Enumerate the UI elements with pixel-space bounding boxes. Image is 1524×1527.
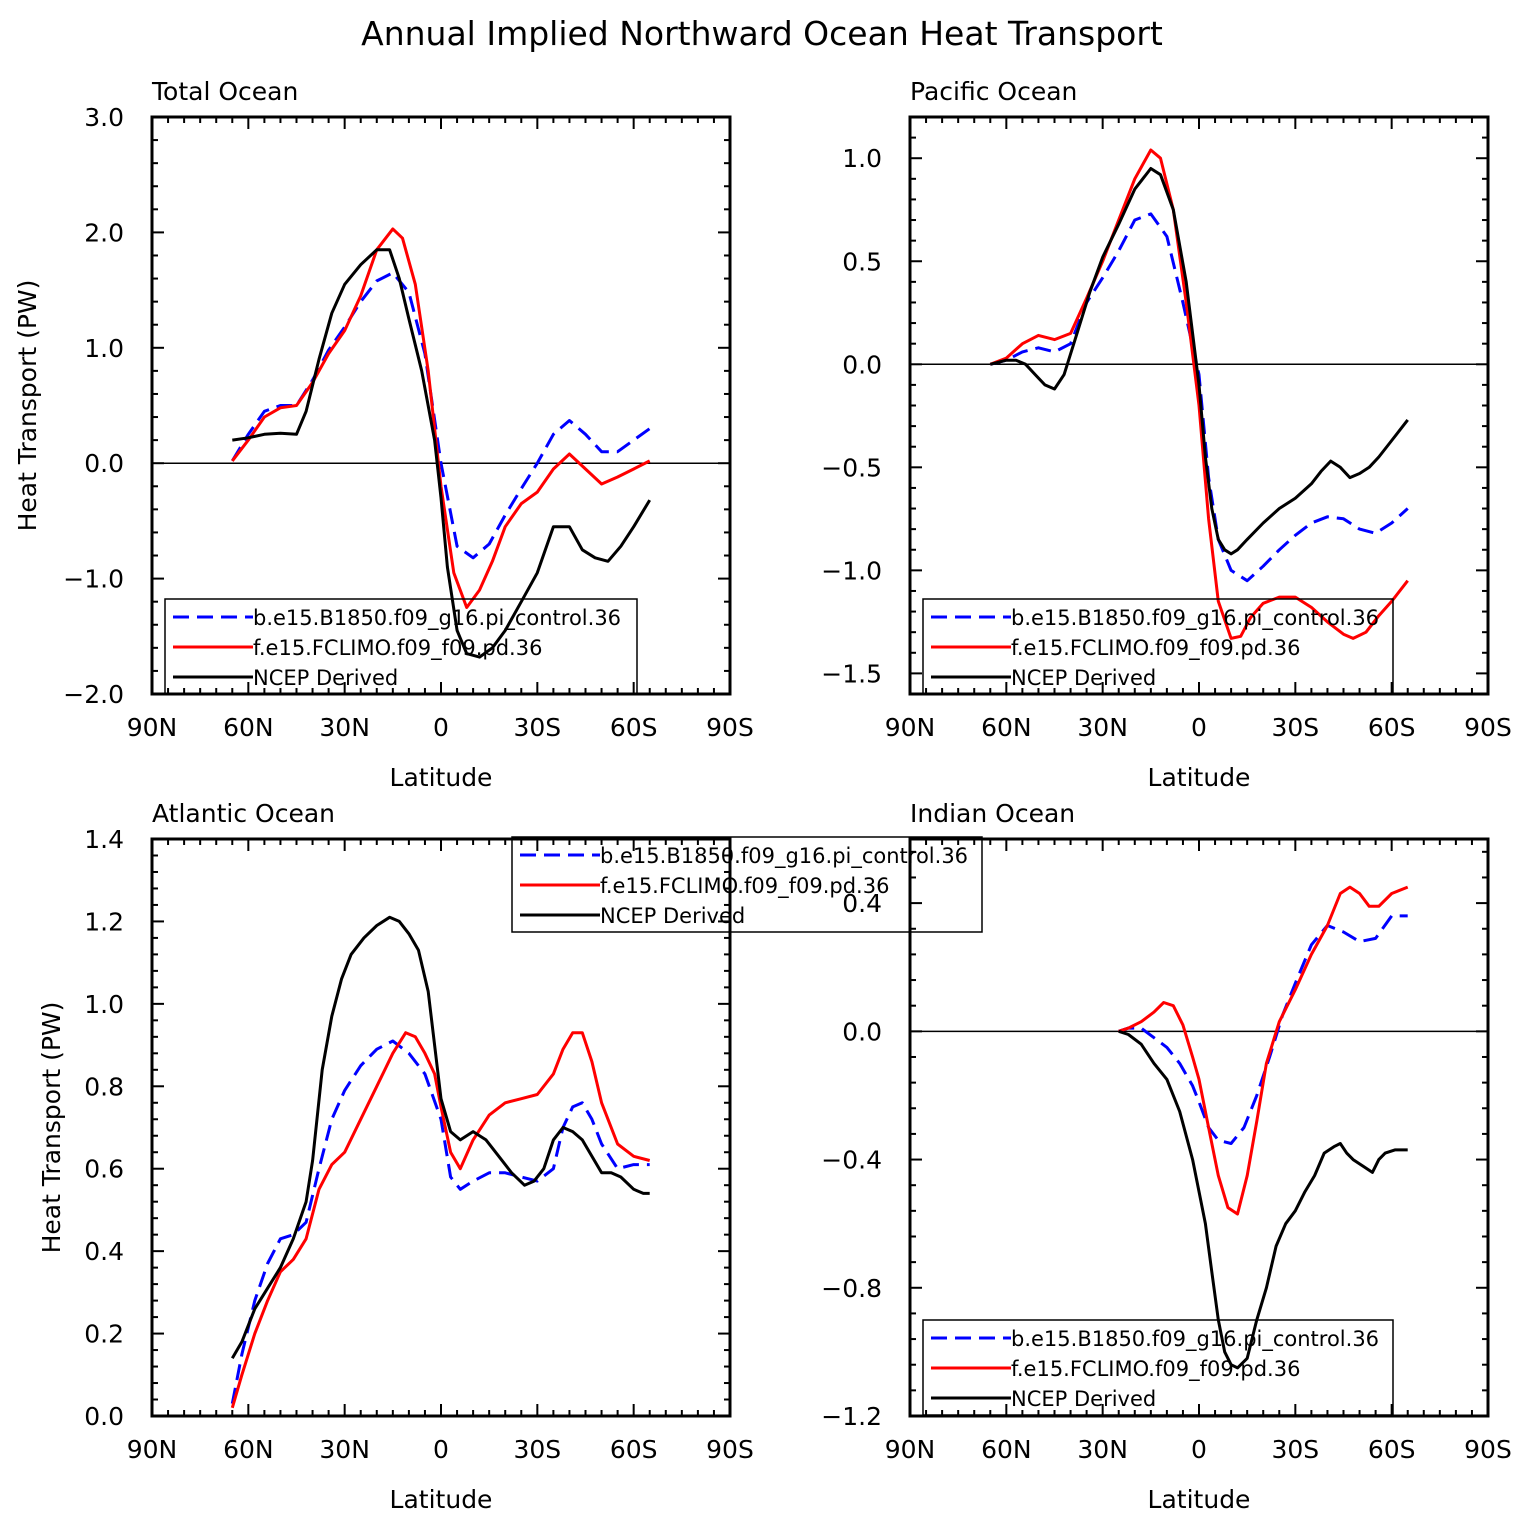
- x-axis-label: Latitude: [1148, 763, 1251, 792]
- series-line-2: [232, 248, 651, 659]
- panel-title: Pacific Ocean: [910, 77, 1077, 106]
- x-tick-label: 60S: [1368, 713, 1416, 742]
- panel-title: Indian Ocean: [910, 799, 1075, 828]
- y-tick-label: 0.0: [842, 350, 882, 379]
- series-line-2: [231, 915, 650, 1360]
- x-tick-label: 90S: [1464, 1435, 1512, 1464]
- legend-label-0: b.e15.B1850.f09_g16.pi_control.36: [600, 844, 968, 869]
- y-tick-label: 0.0: [842, 1017, 882, 1046]
- x-tick-label: 90N: [127, 1435, 178, 1464]
- y-tick-label: 1.2: [84, 907, 124, 936]
- chart-panel-0: Total Ocean 90N 60N 30N 0 30S 60S 90S −2.0 −1.0 0.…: [13, 77, 754, 792]
- x-tick-label: 60S: [1368, 1435, 1416, 1464]
- y-axis-label: Heat Transport (PW): [13, 280, 42, 532]
- y-tick-label: 3.0: [84, 103, 124, 132]
- x-tick-label: 90N: [885, 1435, 936, 1464]
- legend-label-2: NCEP Derived: [1011, 666, 1156, 690]
- y-tick-label: −0.8: [821, 1274, 882, 1303]
- legend-label-0: b.e15.B1850.f09_g16.pi_control.36: [253, 606, 621, 631]
- y-tick-label: 0.6: [84, 1155, 124, 1184]
- series-line-0: [230, 1039, 650, 1404]
- y-axis-label: Heat Transport (PW): [37, 1002, 66, 1254]
- legend-label-2: NCEP Derived: [600, 904, 745, 928]
- x-tick-label: 60N: [981, 1435, 1032, 1464]
- x-tick-label: 30S: [513, 1435, 561, 1464]
- x-tick-label: 0: [1191, 713, 1207, 742]
- y-tick-label: 0.4: [84, 1237, 124, 1266]
- y-tick-label: −1.0: [821, 556, 882, 585]
- legend-label-2: NCEP Derived: [253, 666, 398, 690]
- x-tick-label: 60N: [223, 713, 274, 742]
- x-tick-label: 0: [1191, 1435, 1207, 1464]
- legend-label-0: b.e15.B1850.f09_g16.pi_control.36: [1011, 606, 1379, 631]
- y-tick-label: 0.5: [842, 247, 882, 276]
- x-tick-label: 90S: [1464, 713, 1512, 742]
- legend-box: [164, 598, 638, 695]
- legend-label-1: f.e15.FCLIMO.f09_f09.pd.36: [600, 874, 889, 899]
- x-tick-label: 90N: [127, 713, 178, 742]
- chart-panel-2: Atlantic Ocean 90N 60N 30N 0 30S 60S 90S 0.0 0.2 0…: [37, 799, 983, 1514]
- series-line-1: [1118, 885, 1409, 1216]
- x-tick-label: 90S: [706, 1435, 754, 1464]
- figure-title: Annual Implied Northward Ocean Heat Tran…: [361, 14, 1163, 53]
- x-tick-label: 30N: [319, 1435, 370, 1464]
- y-tick-label: 2.0: [84, 218, 124, 247]
- x-tick-label: 0: [433, 1435, 449, 1464]
- y-tick-label: −2.0: [63, 680, 124, 709]
- y-tick-label: −1.2: [821, 1402, 882, 1431]
- y-tick-label: 0.0: [84, 449, 124, 478]
- legend-box: [922, 1319, 1394, 1416]
- x-axis-label: Latitude: [390, 1485, 493, 1514]
- legend-box: [922, 598, 1394, 695]
- x-tick-label: 30S: [1271, 1435, 1319, 1464]
- panel-title: Atlantic Ocean: [152, 799, 335, 828]
- y-tick-label: 0.8: [84, 1072, 124, 1101]
- y-tick-label: −1.0: [63, 565, 124, 594]
- x-tick-label: 60S: [610, 713, 658, 742]
- legend-label-1: f.e15.FCLIMO.f09_f09.pd.36: [253, 636, 542, 661]
- x-tick-label: 30N: [1077, 1435, 1128, 1464]
- legend-label-0: b.e15.B1850.f09_g16.pi_control.36: [1011, 1327, 1379, 1352]
- y-tick-label: 0.2: [84, 1320, 124, 1349]
- x-tick-label: 60N: [981, 713, 1032, 742]
- y-tick-label: −0.4: [821, 1146, 882, 1175]
- legend-label-1: f.e15.FCLIMO.f09_f09.pd.36: [1011, 636, 1300, 661]
- x-tick-label: 90N: [885, 713, 936, 742]
- x-tick-label: 30S: [513, 713, 561, 742]
- y-tick-label: 1.0: [842, 144, 882, 173]
- y-tick-label: −0.5: [821, 453, 882, 482]
- series-line-2: [989, 167, 1409, 556]
- y-tick-label: 0.0: [84, 1402, 124, 1431]
- legend-box: [511, 836, 983, 933]
- series-line-1: [230, 1031, 651, 1409]
- chart-panel-3: Indian Ocean 90N 60N 30N 0 30S 60S 90S −1.2 −0.8 −…: [821, 799, 1512, 1514]
- x-tick-label: 90S: [706, 713, 754, 742]
- legend-label-1: f.e15.FCLIMO.f09_f09.pd.36: [1011, 1357, 1300, 1382]
- legend-label-2: NCEP Derived: [1011, 1387, 1156, 1411]
- x-axis-label: Latitude: [390, 763, 493, 792]
- y-tick-label: −1.5: [821, 659, 882, 688]
- x-tick-label: 60S: [610, 1435, 658, 1464]
- x-axis-label: Latitude: [1148, 1485, 1251, 1514]
- y-tick-label: 0.4: [842, 889, 882, 918]
- chart-panel-1: Pacific Ocean 90N 60N 30N 0 30S 60S 90S −1.5 −1.0…: [821, 77, 1512, 792]
- y-tick-label: 1.0: [84, 334, 124, 363]
- x-tick-label: 30S: [1271, 713, 1319, 742]
- series-line-1: [989, 148, 1409, 640]
- x-tick-label: 30N: [319, 713, 370, 742]
- y-tick-label: 1.4: [84, 825, 124, 854]
- series-line-2: [1118, 1029, 1408, 1370]
- x-tick-label: 30N: [1077, 713, 1128, 742]
- y-tick-label: 1.0: [84, 990, 124, 1019]
- x-tick-label: 60N: [223, 1435, 274, 1464]
- x-tick-label: 0: [433, 713, 449, 742]
- series-line-0: [1118, 914, 1408, 1145]
- panel-title: Total Ocean: [151, 77, 298, 106]
